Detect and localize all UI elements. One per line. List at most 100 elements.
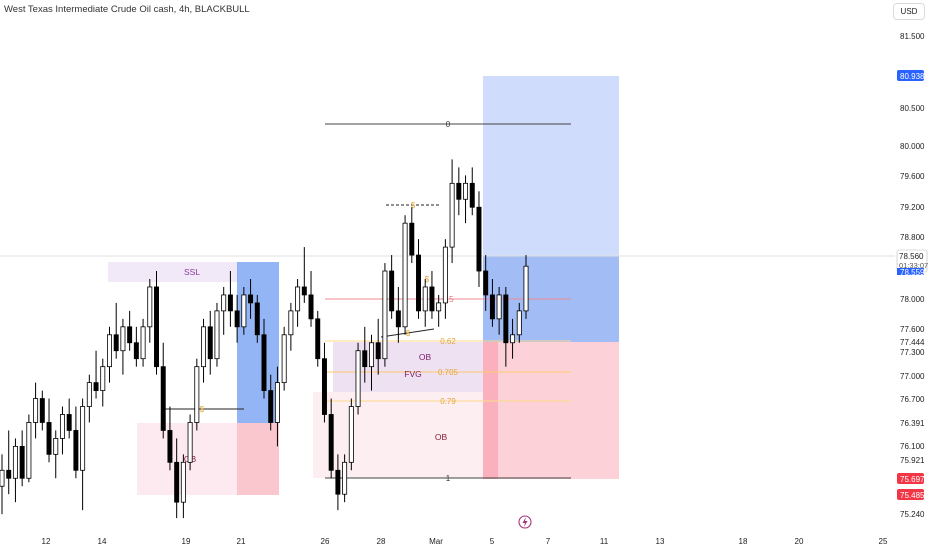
candle-body — [308, 294, 314, 320]
candle-body — [214, 310, 220, 360]
y-tick-label: 75.240 — [900, 510, 925, 519]
candle-body — [234, 310, 240, 328]
candle-body — [53, 438, 59, 455]
left-stop-zone — [237, 423, 279, 495]
x-tick-label: 19 — [182, 537, 191, 546]
candle-body — [389, 270, 395, 312]
liquidity-line-mid-low — [380, 328, 435, 338]
candle-body — [335, 469, 341, 495]
fvg-label: FVG — [404, 369, 421, 379]
candle-body — [369, 342, 374, 368]
candle-body — [315, 318, 321, 360]
candle-body — [100, 366, 106, 391]
x-tick-label: 5 — [490, 537, 495, 546]
last-price-text: 78.560 — [899, 252, 924, 261]
ssl-zone — [108, 262, 238, 282]
fib-label-1: 1 — [446, 474, 451, 483]
candle-body — [201, 326, 207, 368]
y-tick-label: 78.800 — [900, 233, 925, 242]
dollar-mid-low-icon: $ — [406, 329, 411, 338]
candle-body — [39, 398, 45, 423]
candle-body — [207, 326, 213, 360]
candle-body — [288, 310, 294, 336]
x-tick-label: 25 — [879, 537, 888, 546]
candle-body — [362, 350, 368, 368]
x-tick-label: 26 — [321, 537, 330, 546]
candle-body — [295, 286, 301, 312]
fib-label-05: 0.5 — [442, 295, 454, 304]
stop-badge-a — [897, 473, 924, 484]
candle-body — [416, 254, 421, 312]
y-tick-label: 78.000 — [900, 295, 925, 304]
currency-button[interactable]: USD — [893, 3, 925, 20]
x-tick-label: 11 — [600, 537, 609, 546]
candle-body — [12, 445, 18, 479]
y-tick-label: 80.000 — [900, 142, 925, 151]
candle-body — [133, 342, 139, 360]
candle-body — [382, 270, 388, 360]
candle-body — [26, 422, 32, 479]
candles-group — [0, 159, 529, 519]
candle-body — [0, 469, 5, 487]
candle-body — [174, 461, 180, 503]
candle-body — [160, 366, 166, 431]
candle-body — [489, 294, 495, 320]
candle-body — [523, 265, 529, 312]
candle-body — [241, 294, 247, 328]
lightning-icon-bolt — [522, 517, 528, 527]
entry-price-text: 77.444 — [900, 338, 925, 347]
candle-body — [274, 382, 280, 423]
candle-body — [248, 294, 254, 304]
x-tick-label: 14 — [98, 537, 107, 546]
x-tick-label: 21 — [237, 537, 246, 546]
ssl-label: SSL — [184, 267, 200, 277]
candle-body — [496, 294, 502, 320]
candle-body — [268, 390, 274, 423]
lightning-icon[interactable] — [518, 515, 532, 529]
candle-body — [281, 334, 287, 384]
candle-body — [321, 358, 327, 415]
target-badge — [897, 70, 924, 81]
candle-body — [261, 334, 267, 391]
candle-body — [301, 286, 307, 296]
candle-body — [73, 430, 79, 471]
candle-body — [254, 302, 260, 336]
x-tick-label: 12 — [42, 537, 51, 546]
ob-left-zone — [137, 423, 237, 495]
stop-zone-active — [483, 342, 498, 479]
candle-body — [33, 398, 39, 423]
target-badge-text: 80.938 — [900, 72, 925, 81]
y-tick-label: 76.700 — [900, 395, 925, 404]
candle-body — [395, 310, 401, 328]
candle-body — [516, 310, 522, 336]
candle-body — [93, 382, 99, 391]
candle-body — [6, 469, 12, 479]
y-tick-label: 75.921 — [900, 456, 925, 465]
y-tick-label: 81.500 — [900, 32, 925, 41]
fib-label-079: 0.79 — [440, 397, 456, 406]
price-axis[interactable]: 81.50080.90080.50080.00079.60079.20078.8… — [900, 32, 925, 519]
candle-body — [476, 206, 482, 272]
candle-body — [429, 286, 435, 312]
x-tick-label: 28 — [377, 537, 386, 546]
ob-right-zone — [313, 392, 483, 478]
x-tick-label: 7 — [546, 537, 551, 546]
candle-body — [456, 182, 462, 200]
candle-body — [80, 406, 86, 471]
y-tick-label: 77.300 — [900, 348, 925, 357]
candle-body — [221, 294, 227, 312]
candle-body — [120, 326, 126, 352]
ob-mid-label: OB — [419, 352, 432, 362]
dollar-mid-top-icon: $ — [411, 201, 416, 210]
candle-body — [422, 286, 428, 312]
candle-body — [187, 422, 193, 463]
stop-zone — [483, 342, 619, 479]
ob-right-label: OB — [435, 432, 448, 442]
hidden-price-text: 78.559 — [900, 268, 925, 277]
candle-body — [449, 182, 455, 248]
candle-body — [107, 334, 112, 368]
x-tick-label: 13 — [656, 537, 665, 546]
time-axis[interactable]: 12 14 19 21 26 28 Mar 5 7 11 13 18 20 25 — [42, 537, 888, 546]
candle-body — [59, 414, 65, 439]
